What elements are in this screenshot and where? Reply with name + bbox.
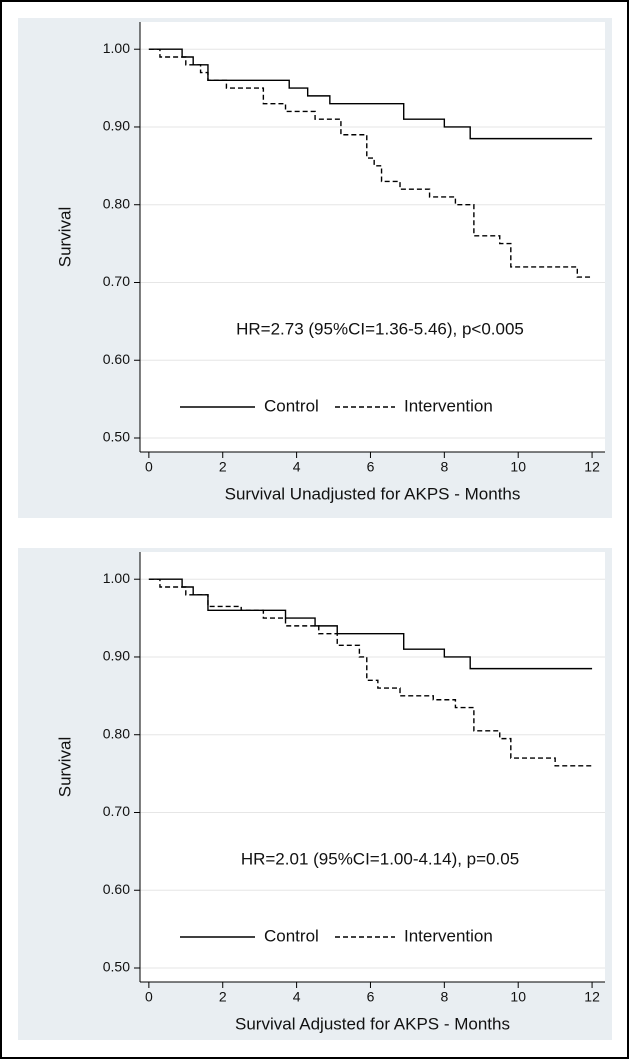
y-tick-label: 0.70 xyxy=(103,273,130,289)
x-tick-label: 10 xyxy=(510,459,526,475)
survival-curve xyxy=(148,48,593,278)
x-tick-label: 10 xyxy=(510,989,526,1005)
x-tick-label: 12 xyxy=(584,989,600,1005)
y-tick-label: 0.50 xyxy=(103,959,130,975)
y-tick-label: 0.50 xyxy=(103,429,130,445)
x-axis-title: Survival Unadjusted for AKPS - Months xyxy=(225,484,521,503)
x-tick-label: 6 xyxy=(367,459,375,475)
y-tick-label: 0.60 xyxy=(103,881,130,897)
y-tick-label: 0.80 xyxy=(103,725,130,741)
plot-area xyxy=(140,552,605,982)
x-tick-label: 4 xyxy=(293,459,301,475)
y-tick-label: 1.00 xyxy=(103,40,130,56)
x-tick-label: 0 xyxy=(145,459,153,475)
x-tick-label: 2 xyxy=(219,459,227,475)
y-axis-title: Survival xyxy=(55,207,74,267)
x-tick-label: 2 xyxy=(219,989,227,1005)
x-tick-label: 4 xyxy=(293,989,301,1005)
y-tick-label: 0.90 xyxy=(103,118,130,134)
y-tick-label: 0.80 xyxy=(103,195,130,211)
legend-label: Intervention xyxy=(404,396,493,415)
plot-area xyxy=(140,22,605,452)
x-tick-label: 6 xyxy=(367,989,375,1005)
y-axis-title: Survival xyxy=(55,737,74,797)
legend-label: Intervention xyxy=(404,926,493,945)
y-tick-label: 0.70 xyxy=(103,803,130,819)
legend-label: Control xyxy=(264,926,319,945)
x-tick-label: 8 xyxy=(440,989,448,1005)
y-tick-label: 1.00 xyxy=(103,570,130,586)
x-axis-title: Survival Adjusted for AKPS - Months xyxy=(235,1014,510,1033)
x-tick-label: 8 xyxy=(440,459,448,475)
survival-curve xyxy=(148,578,593,767)
x-tick-label: 0 xyxy=(145,989,153,1005)
x-tick-label: 12 xyxy=(584,459,600,475)
annotation: HR=2.73 (95%CI=1.36-5.46), p<0.005 xyxy=(236,319,524,338)
legend-label: Control xyxy=(264,396,319,415)
y-tick-label: 0.60 xyxy=(103,351,130,367)
survival-curve xyxy=(148,578,593,670)
y-tick-label: 0.90 xyxy=(103,648,130,664)
survival-curve xyxy=(148,48,593,140)
annotation: HR=2.01 (95%CI=1.00-4.14), p=0.05 xyxy=(241,849,519,868)
